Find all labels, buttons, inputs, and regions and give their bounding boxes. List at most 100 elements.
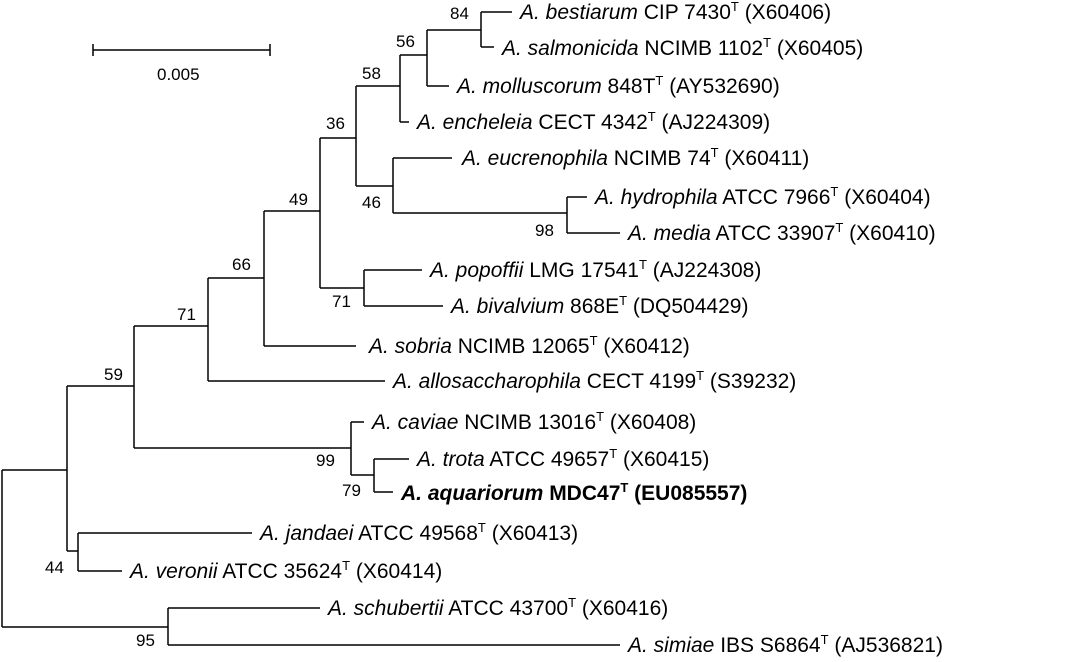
taxon-type-superscript: T <box>620 480 628 495</box>
taxon-strain: LMG 17541 <box>523 259 639 282</box>
taxon-accession: (X60410) <box>843 222 935 245</box>
taxon-type-superscript: T <box>648 109 656 124</box>
taxon-strain: NCIMB 12065 <box>452 335 590 358</box>
taxon-species-name: A. encheleia <box>415 111 533 134</box>
taxon-type-superscript: T <box>596 409 604 424</box>
bootstrap-value: 59 <box>104 365 123 384</box>
taxon-species-name: A. bivalvium <box>449 295 564 318</box>
taxon-label-aquariorum: A. aquariorum MDC47T (EU085557) <box>400 480 747 505</box>
taxon-strain: CECT 4342 <box>533 111 648 134</box>
taxon-accession: (X60414) <box>350 560 442 583</box>
taxon-type-superscript: T <box>835 220 843 235</box>
taxon-strain: ATCC 33907 <box>711 222 836 245</box>
taxon-label-schubertii: A. schubertii ATCC 43700T (X60416) <box>326 595 668 620</box>
taxon-accession: (X60404) <box>838 186 930 209</box>
taxon-species-name: A. sobria <box>367 335 452 358</box>
taxon-accession: (EU085557) <box>628 482 747 505</box>
bootstrap-value: 49 <box>289 190 308 209</box>
taxon-species-name: A. popoffii <box>428 259 525 282</box>
taxon-label-popoffii: A. popoffii LMG 17541T (AJ224308) <box>428 257 761 282</box>
taxon-labels: A. bestiarum CIP 7430T (X60406)A. salmon… <box>128 0 943 657</box>
taxon-type-superscript: T <box>639 257 647 272</box>
taxon-strain: ATCC 43700 <box>444 597 569 620</box>
taxon-label-jandaei: A. jandaei ATCC 49568T (X60413) <box>258 520 578 545</box>
taxon-species-name: A. veronii <box>128 560 219 583</box>
taxon-species-name: A. hydrophila <box>593 186 718 209</box>
bootstrap-values: 84 56 58 36 46 98 71 49 66 71 59 99 79 4… <box>45 4 554 650</box>
tree-branches <box>1 11 620 646</box>
bootstrap-value: 84 <box>450 4 469 23</box>
taxon-strain: ATCC 7966 <box>718 186 831 209</box>
bootstrap-value: 66 <box>232 255 251 274</box>
bootstrap-value: 71 <box>177 305 196 324</box>
taxon-label-salmonicida: A. salmonicida NCIMB 1102T (X60405) <box>500 35 863 60</box>
bootstrap-value: 98 <box>535 221 554 240</box>
taxon-species-name: A. aquariorum <box>400 482 543 505</box>
taxon-accession: (S39232) <box>704 370 796 393</box>
taxon-type-superscript: T <box>609 446 617 461</box>
taxon-strain: NCIMB 1102 <box>639 37 764 60</box>
scale-bar: 0.005 <box>92 44 271 84</box>
taxon-type-superscript: T <box>731 0 739 14</box>
taxon-species-name: A. salmonicida <box>500 37 639 60</box>
taxon-label-molluscorum: A. molluscorum 848TT (AY532690) <box>455 73 780 98</box>
taxon-accession: (X60415) <box>617 448 709 471</box>
taxon-accession: (X60411) <box>719 147 810 170</box>
bootstrap-value: 56 <box>396 32 415 51</box>
taxon-label-allosaccharophila: A. allosaccharophila CECT 4199T (S39232) <box>391 368 796 393</box>
taxon-accession: (X60413) <box>486 522 578 545</box>
bootstrap-value: 36 <box>326 114 345 133</box>
taxon-label-trota: A. trota ATCC 49657T (X60415) <box>415 446 709 471</box>
taxon-strain: ATCC 35624 <box>218 560 343 583</box>
taxon-accession: (X60408) <box>604 411 696 434</box>
taxon-strain: ATCC 49568 <box>353 522 478 545</box>
taxon-label-eucrenophila: A. eucrenophila NCIMB 74T (X60411) <box>460 145 809 170</box>
bootstrap-value: 95 <box>136 631 155 650</box>
taxon-species-name: A. simiae <box>626 634 714 657</box>
taxon-accession: (AY532690) <box>663 75 779 98</box>
bootstrap-value: 99 <box>316 451 335 470</box>
taxon-type-superscript: T <box>655 73 663 88</box>
taxon-label-bestiarum: A. bestiarum CIP 7430T (X60406) <box>518 0 831 24</box>
taxon-species-name: A. bestiarum <box>518 1 638 24</box>
taxon-label-hydrophila: A. hydrophila ATCC 7966T (X60404) <box>593 184 931 209</box>
taxon-strain: CIP 7430 <box>638 1 731 24</box>
taxon-label-caviae: A. caviae NCIMB 13016T (X60408) <box>370 409 696 434</box>
taxon-type-superscript: T <box>619 293 627 308</box>
taxon-strain: 848T <box>602 75 656 98</box>
taxon-accession: (DQ504429) <box>627 295 748 318</box>
taxon-type-superscript: T <box>568 595 576 610</box>
taxon-label-media: A. media ATCC 33907T (X60410) <box>626 220 936 245</box>
taxon-type-superscript: T <box>342 558 350 573</box>
taxon-species-name: A. media <box>626 222 711 245</box>
taxon-label-simiae: A. simiae IBS S6864T (AJ536821) <box>626 632 943 657</box>
taxon-strain: CECT 4199 <box>581 370 696 393</box>
taxon-label-encheleia: A. encheleia CECT 4342T (AJ224309) <box>415 109 770 134</box>
bootstrap-value: 58 <box>362 64 381 83</box>
taxon-label-bivalvium: A. bivalvium 868ET (DQ504429) <box>449 293 748 318</box>
taxon-accession: (X60412) <box>598 335 690 358</box>
bootstrap-value: 44 <box>45 558 64 577</box>
taxon-type-superscript: T <box>590 333 598 348</box>
taxon-accession: (AJ224309) <box>656 111 770 134</box>
taxon-species-name: A. jandaei <box>258 522 355 545</box>
taxon-label-veronii: A. veronii ATCC 35624T (X60414) <box>128 558 442 583</box>
taxon-strain: 868E <box>564 295 619 318</box>
taxon-type-superscript: T <box>478 520 486 535</box>
taxon-accession: (X60416) <box>576 597 668 620</box>
taxon-species-name: A. trota <box>415 448 485 471</box>
taxon-strain: MDC47 <box>543 482 620 505</box>
taxon-strain: NCIMB 13016 <box>458 411 596 434</box>
taxon-species-name: A. allosaccharophila <box>391 370 581 393</box>
taxon-strain: NCIMB 74 <box>608 147 711 170</box>
taxon-type-superscript: T <box>821 632 829 647</box>
taxon-species-name: A. molluscorum <box>455 75 602 98</box>
bootstrap-value: 79 <box>342 481 361 500</box>
taxon-accession: (AJ224308) <box>647 259 761 282</box>
taxon-strain: IBS S6864 <box>714 634 821 657</box>
scale-bar-label: 0.005 <box>157 65 200 84</box>
taxon-type-superscript: T <box>711 145 719 160</box>
taxon-accession: (X60406) <box>739 1 831 24</box>
taxon-type-superscript: T <box>696 368 704 383</box>
